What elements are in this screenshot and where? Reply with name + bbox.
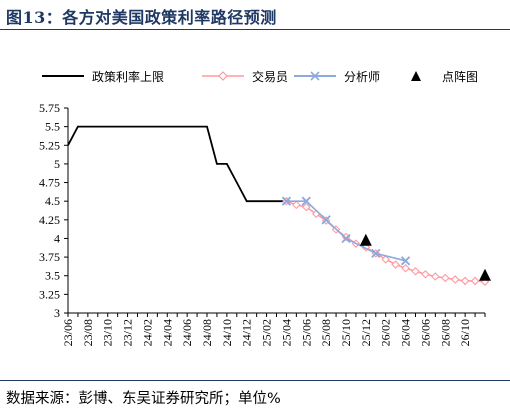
traders-point <box>421 269 430 279</box>
legend-label-traders: 交易员 <box>252 69 289 84</box>
y-tick-label: 4.5 <box>45 194 60 208</box>
analysts-point <box>371 248 381 259</box>
x-tick-label: 24/06 <box>180 319 194 346</box>
traders-point <box>460 276 470 286</box>
x-tick-label: 25/10 <box>339 319 353 346</box>
rate-path-chart: 3 3.25 3.5 3.75 4 4.25 4.5 4.75 5 5.25 5.5 5.75 23/0… <box>39 101 491 346</box>
traders-point <box>441 273 450 283</box>
y-tick-label: 3.25 <box>39 287 60 301</box>
x-tick-label: 24/08 <box>200 319 214 346</box>
x-tick-label: 25/06 <box>299 319 313 346</box>
chart-title: 图13：各方对美国政策利率路径预测 <box>6 8 277 27</box>
source-divider <box>0 380 510 381</box>
legend-item-dot-plot: 点阵图 <box>396 66 478 86</box>
analysts-point <box>321 215 331 225</box>
x-tick-label: 23/10 <box>101 319 115 346</box>
legend-label-dot-plot: 点阵图 <box>442 69 479 84</box>
x-tick-label: 24/04 <box>160 319 174 346</box>
traders-point <box>391 260 400 269</box>
x-tick-label: 26/04 <box>399 319 413 346</box>
y-tick-label: 4 <box>54 231 60 245</box>
x-tick-label: 25/08 <box>319 319 333 346</box>
x-tick-label: 25/04 <box>279 319 293 346</box>
dot-plot-point <box>479 268 491 281</box>
chart-series <box>67 125 491 286</box>
traders-point <box>431 272 440 281</box>
x-tick-label: 26/02 <box>379 319 393 346</box>
legend-swatch-triangle <box>411 71 421 81</box>
y-tick-label: 5 <box>54 157 60 171</box>
x-tick-label: 25/02 <box>260 319 274 346</box>
traders-point <box>401 263 410 273</box>
y-tick-label: 3.75 <box>39 250 60 264</box>
y-tick-label: 3 <box>54 306 60 320</box>
y-tick-label: 5.75 <box>39 101 60 115</box>
analysts-point <box>341 233 351 244</box>
x-tick-label: 26/08 <box>438 319 452 346</box>
x-tick-label: 25/12 <box>359 319 373 346</box>
x-tick-label: 23/08 <box>81 319 95 346</box>
traders-point <box>302 202 311 212</box>
x-tick-label: 26/10 <box>458 319 472 346</box>
x-tick-label: 23/06 <box>61 319 75 346</box>
traders-point <box>411 266 420 276</box>
y-tick-label: 3.5 <box>45 269 60 283</box>
title-divider <box>0 29 510 30</box>
dot-plot-point <box>359 233 372 246</box>
y-tick-label: 5.5 <box>45 120 60 134</box>
x-tick-label: 24/12 <box>240 319 254 346</box>
legend-swatch-pink-diamond <box>202 71 244 81</box>
y-tick-label: 5.25 <box>39 138 60 152</box>
legend-item-traders: 交易员 <box>200 66 288 86</box>
x-tick-label: 23/12 <box>121 319 135 346</box>
source-note: 数据来源：彭博、东吴证券研究所；单位% <box>6 391 281 407</box>
x-tick-label: 24/02 <box>140 319 154 346</box>
legend-label-policy-rate: 政策利率上限 <box>92 69 165 84</box>
legend-swatch-blue-x <box>294 71 336 81</box>
y-tick-label: 4.75 <box>39 176 60 190</box>
legend-label-analysts: 分析师 <box>344 69 381 84</box>
analysts-point <box>400 256 411 266</box>
x-tick-label: 26/06 <box>418 319 432 346</box>
chart-legend: 政策利率上限 交易员 分析师 点阵图 <box>40 66 510 86</box>
legend-item-policy-rate: 政策利率上限 <box>40 66 164 86</box>
traders-point <box>381 255 390 264</box>
x-tick-label: 24/10 <box>220 319 234 346</box>
legend-item-analysts: 分析师 <box>292 66 380 86</box>
analysts-point <box>281 196 292 206</box>
traders-point <box>450 275 460 284</box>
legend-swatch-black-line <box>42 75 84 77</box>
analysts-line <box>286 200 406 262</box>
policy-rate-line <box>67 125 287 203</box>
analysts-point <box>301 196 311 206</box>
chart-axes: 3 3.25 3.5 3.75 4 4.25 4.5 4.75 5 5.25 5.5 5.75 23/0… <box>39 101 486 346</box>
traders-point <box>292 200 301 210</box>
y-tick-label: 4.25 <box>39 213 60 227</box>
traders-point <box>470 276 480 286</box>
